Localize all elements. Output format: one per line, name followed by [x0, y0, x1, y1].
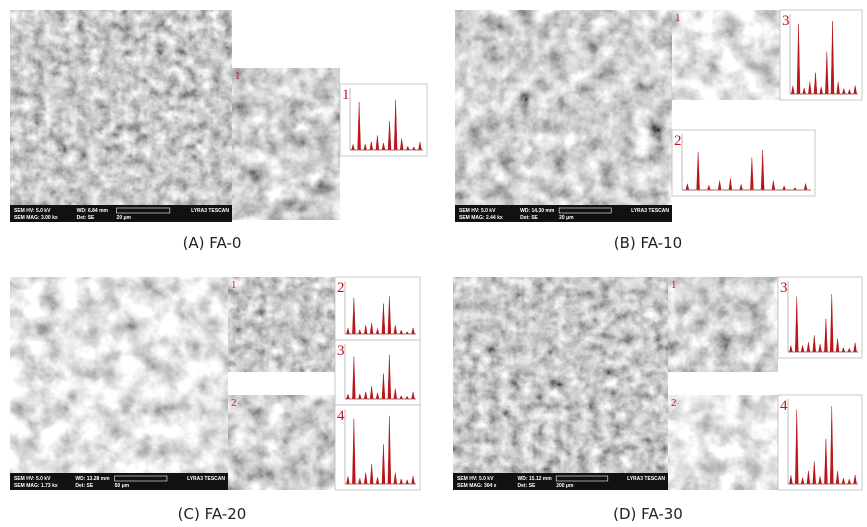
sem-image: [455, 10, 672, 222]
spectrum-label: 2: [674, 133, 682, 149]
zoom-image: [228, 395, 335, 490]
sem-info: SEM HV: 5.0 kV: [14, 208, 51, 214]
sem-info: Det: SE: [520, 215, 538, 221]
sem-info: WD: 6.84 mm: [77, 208, 109, 214]
spectrum-label: 3: [780, 280, 788, 296]
spectrum-label: 3: [782, 13, 790, 29]
sem-info: SEM MAG: 304 x: [457, 483, 497, 489]
sem-info: Det: SE: [518, 483, 536, 489]
sem-info: 200 μm: [556, 483, 574, 489]
sem-info: LYRA3 TESCAN: [631, 208, 669, 214]
sem-info: SEM HV: 5.0 kV: [14, 476, 51, 482]
spectrum-label: 1: [342, 87, 350, 103]
spectrum-label: 4: [780, 398, 788, 414]
spectrum-label: 2: [337, 280, 345, 296]
sem-info: WD: 15.12 mm: [518, 476, 553, 482]
zoom-image: [228, 277, 335, 372]
sem-image: [453, 277, 668, 490]
sem-info: 20 μm: [117, 215, 132, 221]
sem-info: WD: 13.28 mm: [75, 476, 110, 482]
zoom-label: 1: [671, 279, 677, 291]
sem-image: [10, 10, 232, 222]
sem-info: 20 μm: [559, 215, 574, 221]
spectrum-box: [778, 395, 862, 490]
panel-caption: (A) FA-0: [183, 234, 242, 252]
panel-caption: (B) FA-10: [614, 234, 682, 252]
sem-info: LYRA3 TESCAN: [191, 208, 229, 214]
zoom-label: 1: [675, 12, 681, 24]
zoom-label: 1: [235, 70, 241, 82]
sem-info: 50 μm: [115, 483, 130, 489]
sem-info: SEM HV: 5.0 kV: [457, 476, 494, 482]
spectrum-box: [780, 10, 862, 100]
sem-info: LYRA3 TESCAN: [187, 476, 225, 482]
sem-image: [10, 277, 228, 490]
sem-info: SEM HV: 5.0 kV: [459, 208, 496, 214]
zoom-image: [232, 68, 340, 220]
zoom-label: 1: [231, 279, 237, 291]
sem-info: LYRA3 TESCAN: [627, 476, 665, 482]
zoom-label: 2: [671, 397, 677, 409]
panel-caption: (D) FA-30: [613, 505, 683, 523]
spectrum-label: 3: [337, 343, 345, 359]
panel-caption: (C) FA-20: [178, 505, 247, 523]
zoom-image: [668, 277, 778, 372]
sem-info: WD: 14.30 mm: [520, 208, 555, 214]
sem-info: SEM MAG: 2.44 kx: [459, 215, 503, 221]
sem-info: Det: SE: [77, 215, 95, 221]
sem-info: SEM MAG: 1.73 kx: [14, 483, 58, 489]
spectrum-label: 4: [337, 408, 345, 424]
spectrum-box: [672, 130, 815, 196]
figure: SEM HV: 5.0 kVSEM MAG: 3.00 kxWD: 6.84 m…: [0, 0, 867, 527]
zoom-image: [672, 10, 780, 100]
sem-info: Det: SE: [75, 483, 93, 489]
zoom-label: 2: [231, 397, 237, 409]
zoom-image: [668, 395, 778, 490]
sem-info: SEM MAG: 3.00 kx: [14, 215, 58, 221]
